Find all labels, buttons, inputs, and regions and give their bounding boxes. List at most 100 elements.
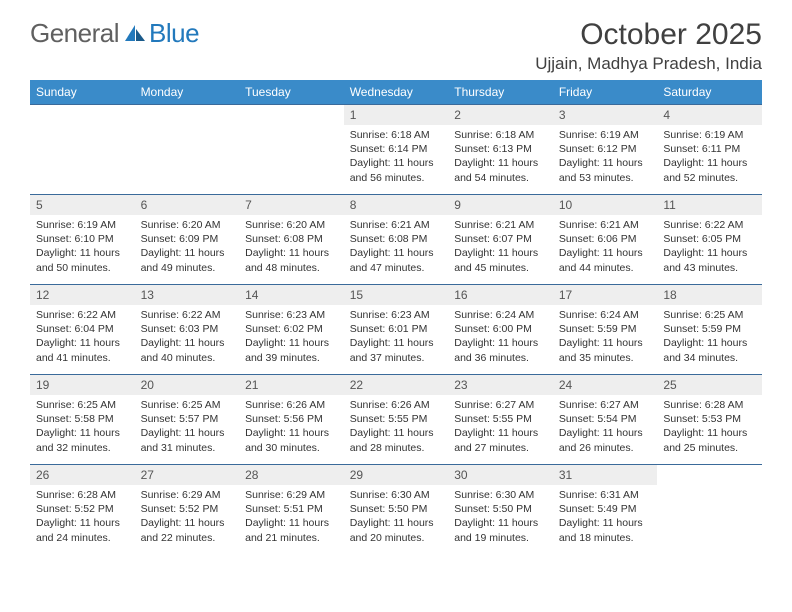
day-number: 16: [448, 285, 553, 305]
day-details: Sunrise: 6:22 AMSunset: 6:05 PMDaylight:…: [657, 215, 762, 281]
day-details: Sunrise: 6:26 AMSunset: 5:55 PMDaylight:…: [344, 395, 449, 461]
day-header-row: Sunday Monday Tuesday Wednesday Thursday…: [30, 80, 762, 105]
day-details: Sunrise: 6:19 AMSunset: 6:12 PMDaylight:…: [553, 125, 658, 191]
calendar-day-cell: 6Sunrise: 6:20 AMSunset: 6:09 PMDaylight…: [135, 195, 240, 285]
calendar-week-row: 12Sunrise: 6:22 AMSunset: 6:04 PMDayligh…: [30, 285, 762, 375]
calendar-week-row: 19Sunrise: 6:25 AMSunset: 5:58 PMDayligh…: [30, 375, 762, 465]
day-number: 3: [553, 105, 658, 125]
day-details: Sunrise: 6:21 AMSunset: 6:06 PMDaylight:…: [553, 215, 658, 281]
day-number: 6: [135, 195, 240, 215]
day-header: Sunday: [30, 80, 135, 105]
calendar-day-cell: 4Sunrise: 6:19 AMSunset: 6:11 PMDaylight…: [657, 105, 762, 195]
day-details: Sunrise: 6:18 AMSunset: 6:14 PMDaylight:…: [344, 125, 449, 191]
calendar-day-cell: 24Sunrise: 6:27 AMSunset: 5:54 PMDayligh…: [553, 375, 658, 465]
calendar-day-cell: 18Sunrise: 6:25 AMSunset: 5:59 PMDayligh…: [657, 285, 762, 375]
day-number: 28: [239, 465, 344, 485]
day-details: Sunrise: 6:28 AMSunset: 5:52 PMDaylight:…: [30, 485, 135, 551]
day-details: Sunrise: 6:25 AMSunset: 5:59 PMDaylight:…: [657, 305, 762, 371]
day-number: 1: [344, 105, 449, 125]
day-details: Sunrise: 6:22 AMSunset: 6:04 PMDaylight:…: [30, 305, 135, 371]
day-details: Sunrise: 6:20 AMSunset: 6:09 PMDaylight:…: [135, 215, 240, 281]
calendar-day-cell: 10Sunrise: 6:21 AMSunset: 6:06 PMDayligh…: [553, 195, 658, 285]
day-number: 17: [553, 285, 658, 305]
day-number: 27: [135, 465, 240, 485]
calendar-day-cell: 13Sunrise: 6:22 AMSunset: 6:03 PMDayligh…: [135, 285, 240, 375]
calendar-week-row: 26Sunrise: 6:28 AMSunset: 5:52 PMDayligh…: [30, 465, 762, 555]
calendar-day-cell: 1Sunrise: 6:18 AMSunset: 6:14 PMDaylight…: [344, 105, 449, 195]
day-number: 12: [30, 285, 135, 305]
brand-part1: General: [30, 18, 119, 49]
calendar-day-cell: 26Sunrise: 6:28 AMSunset: 5:52 PMDayligh…: [30, 465, 135, 555]
day-number: 5: [30, 195, 135, 215]
day-header: Saturday: [657, 80, 762, 105]
day-header: Friday: [553, 80, 658, 105]
day-header: Monday: [135, 80, 240, 105]
day-number: 20: [135, 375, 240, 395]
day-number: 25: [657, 375, 762, 395]
day-details: Sunrise: 6:21 AMSunset: 6:07 PMDaylight:…: [448, 215, 553, 281]
day-details: Sunrise: 6:30 AMSunset: 5:50 PMDaylight:…: [344, 485, 449, 551]
day-number: 21: [239, 375, 344, 395]
brand-part2: Blue: [149, 18, 199, 49]
day-number: 24: [553, 375, 658, 395]
day-details: Sunrise: 6:22 AMSunset: 6:03 PMDaylight:…: [135, 305, 240, 371]
day-details: Sunrise: 6:19 AMSunset: 6:11 PMDaylight:…: [657, 125, 762, 191]
day-header: Tuesday: [239, 80, 344, 105]
day-number: 7: [239, 195, 344, 215]
day-details: Sunrise: 6:24 AMSunset: 5:59 PMDaylight:…: [553, 305, 658, 371]
day-details: Sunrise: 6:27 AMSunset: 5:55 PMDaylight:…: [448, 395, 553, 461]
day-details: Sunrise: 6:23 AMSunset: 6:02 PMDaylight:…: [239, 305, 344, 371]
day-details: Sunrise: 6:20 AMSunset: 6:08 PMDaylight:…: [239, 215, 344, 281]
calendar-day-cell: 9Sunrise: 6:21 AMSunset: 6:07 PMDaylight…: [448, 195, 553, 285]
day-details: Sunrise: 6:25 AMSunset: 5:58 PMDaylight:…: [30, 395, 135, 461]
brand-sail-icon: [123, 23, 147, 45]
day-details: Sunrise: 6:23 AMSunset: 6:01 PMDaylight:…: [344, 305, 449, 371]
day-header: Wednesday: [344, 80, 449, 105]
calendar-day-cell: 23Sunrise: 6:27 AMSunset: 5:55 PMDayligh…: [448, 375, 553, 465]
calendar-day-cell: 31Sunrise: 6:31 AMSunset: 5:49 PMDayligh…: [553, 465, 658, 555]
calendar-day-cell: 8Sunrise: 6:21 AMSunset: 6:08 PMDaylight…: [344, 195, 449, 285]
day-header: Thursday: [448, 80, 553, 105]
calendar-day-cell: 21Sunrise: 6:26 AMSunset: 5:56 PMDayligh…: [239, 375, 344, 465]
calendar-day-cell: 27Sunrise: 6:29 AMSunset: 5:52 PMDayligh…: [135, 465, 240, 555]
day-number: 23: [448, 375, 553, 395]
calendar-day-cell: 11Sunrise: 6:22 AMSunset: 6:05 PMDayligh…: [657, 195, 762, 285]
day-number: 18: [657, 285, 762, 305]
day-number: 10: [553, 195, 658, 215]
day-details: Sunrise: 6:28 AMSunset: 5:53 PMDaylight:…: [657, 395, 762, 461]
day-details: Sunrise: 6:27 AMSunset: 5:54 PMDaylight:…: [553, 395, 658, 461]
brand-logo: General Blue: [30, 18, 199, 49]
day-number: 11: [657, 195, 762, 215]
calendar-day-cell: [30, 105, 135, 195]
calendar-day-cell: 2Sunrise: 6:18 AMSunset: 6:13 PMDaylight…: [448, 105, 553, 195]
day-details: Sunrise: 6:26 AMSunset: 5:56 PMDaylight:…: [239, 395, 344, 461]
month-title: October 2025: [535, 18, 762, 52]
day-number: 31: [553, 465, 658, 485]
day-details: Sunrise: 6:30 AMSunset: 5:50 PMDaylight:…: [448, 485, 553, 551]
calendar-day-cell: 17Sunrise: 6:24 AMSunset: 5:59 PMDayligh…: [553, 285, 658, 375]
day-number: 9: [448, 195, 553, 215]
calendar-day-cell: 20Sunrise: 6:25 AMSunset: 5:57 PMDayligh…: [135, 375, 240, 465]
day-number: 30: [448, 465, 553, 485]
title-block: October 2025 Ujjain, Madhya Pradesh, Ind…: [535, 18, 762, 74]
calendar-week-row: 5Sunrise: 6:19 AMSunset: 6:10 PMDaylight…: [30, 195, 762, 285]
calendar-day-cell: 16Sunrise: 6:24 AMSunset: 6:00 PMDayligh…: [448, 285, 553, 375]
day-details: Sunrise: 6:29 AMSunset: 5:52 PMDaylight:…: [135, 485, 240, 551]
day-details: Sunrise: 6:31 AMSunset: 5:49 PMDaylight:…: [553, 485, 658, 551]
calendar-day-cell: 29Sunrise: 6:30 AMSunset: 5:50 PMDayligh…: [344, 465, 449, 555]
day-details: Sunrise: 6:19 AMSunset: 6:10 PMDaylight:…: [30, 215, 135, 281]
calendar-day-cell: [657, 465, 762, 555]
header: General Blue October 2025 Ujjain, Madhya…: [30, 18, 762, 74]
calendar-table: Sunday Monday Tuesday Wednesday Thursday…: [30, 80, 762, 555]
day-details: Sunrise: 6:25 AMSunset: 5:57 PMDaylight:…: [135, 395, 240, 461]
day-number: 29: [344, 465, 449, 485]
calendar-day-cell: [239, 105, 344, 195]
day-number: 2: [448, 105, 553, 125]
day-number: 13: [135, 285, 240, 305]
day-number: 14: [239, 285, 344, 305]
calendar-day-cell: 25Sunrise: 6:28 AMSunset: 5:53 PMDayligh…: [657, 375, 762, 465]
calendar-day-cell: 30Sunrise: 6:30 AMSunset: 5:50 PMDayligh…: [448, 465, 553, 555]
calendar-day-cell: 14Sunrise: 6:23 AMSunset: 6:02 PMDayligh…: [239, 285, 344, 375]
calendar-day-cell: 12Sunrise: 6:22 AMSunset: 6:04 PMDayligh…: [30, 285, 135, 375]
day-number: 19: [30, 375, 135, 395]
